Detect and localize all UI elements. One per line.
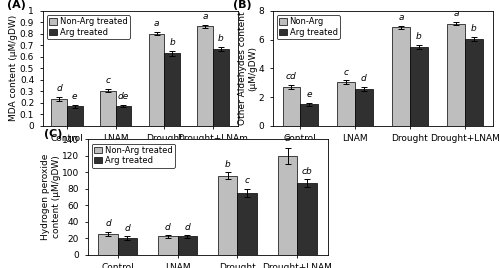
Y-axis label: Hydrogen peroxide
content (μM/gDW): Hydrogen peroxide content (μM/gDW) [41,154,60,240]
Text: (A): (A) [8,0,26,10]
Text: cd: cd [286,72,296,81]
Text: de: de [118,92,129,100]
Bar [158,236,178,255]
Text: c: c [244,176,250,185]
Bar [67,106,82,126]
Bar [149,34,164,126]
Y-axis label: MDA content (μM/gDW): MDA content (μM/gDW) [10,15,18,121]
Text: a: a [285,135,290,143]
Bar [392,27,410,126]
Text: (C): (C) [44,129,62,139]
Text: d: d [184,222,190,232]
Bar [355,89,372,126]
Bar [300,104,318,126]
Bar [198,26,213,126]
Legend: Non-Arg, Arg treated: Non-Arg, Arg treated [276,15,340,39]
Text: d: d [165,222,171,232]
Text: a: a [154,19,160,28]
Bar [278,156,297,255]
Bar [298,183,316,255]
Text: cb: cb [302,167,312,176]
Legend: Non-Arg treated, Arg treated: Non-Arg treated, Arg treated [92,144,175,168]
Text: (B): (B) [233,0,252,10]
Text: d: d [361,75,366,83]
Text: b: b [416,32,422,41]
Text: b: b [218,34,224,43]
Bar [410,47,428,126]
Bar [98,234,117,255]
Text: b: b [471,24,476,34]
Bar [238,193,256,255]
Text: e: e [306,90,312,99]
Bar [178,236,197,255]
Legend: Non-Arg treated, Arg treated: Non-Arg treated, Arg treated [46,15,130,39]
Bar [282,87,300,126]
Bar [118,238,137,255]
Text: a: a [398,13,404,22]
Bar [100,91,116,126]
Text: a: a [454,9,459,18]
Bar [116,106,131,126]
Text: d: d [56,84,62,93]
Text: d: d [105,219,111,228]
Bar [448,24,465,126]
Text: d: d [124,224,130,233]
Text: a: a [202,12,208,21]
Text: e: e [72,92,78,101]
Bar [164,53,180,126]
Text: b: b [170,38,175,47]
Bar [52,99,67,126]
Text: c: c [344,68,348,77]
Bar [465,39,482,126]
Text: c: c [106,76,110,85]
Bar [338,82,355,126]
Bar [213,49,228,126]
Y-axis label: Other Aldehydes content
(μM/gDW): Other Aldehydes content (μM/gDW) [238,12,257,125]
Text: b: b [225,160,231,169]
Bar [218,176,238,255]
